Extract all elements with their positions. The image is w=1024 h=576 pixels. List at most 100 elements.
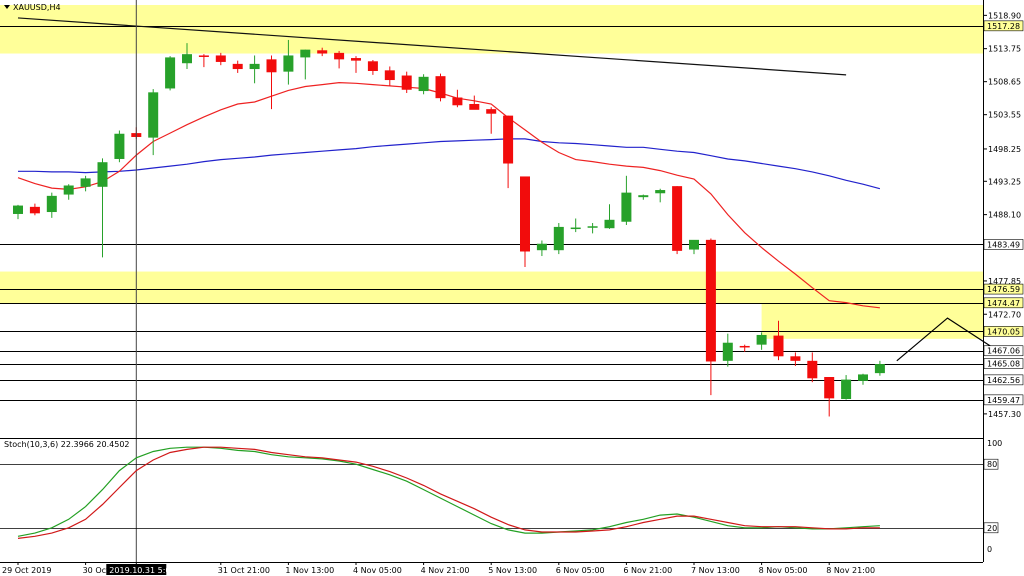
- candle-body: [520, 176, 530, 252]
- price-tick-label: 1493.25: [988, 177, 1021, 186]
- stoch-line-0: [17, 446, 880, 537]
- time-label-5: 4 Nov 05:00: [353, 566, 402, 575]
- candle-body: [739, 345, 750, 348]
- level-label-6: 1465.08: [987, 360, 1020, 369]
- time-label-4: 1 Nov 13:00: [285, 566, 334, 575]
- level-label-box-2: [983, 283, 1024, 295]
- candle-body: [283, 55, 294, 72]
- candle-48: [824, 377, 835, 417]
- candle-46: [790, 352, 801, 367]
- price-tick-label: 1477.85: [988, 277, 1021, 286]
- candle-body: [672, 186, 683, 251]
- candle-body: [13, 205, 23, 214]
- stoch-level-box: [983, 522, 999, 534]
- candle-15: [266, 55, 277, 110]
- candle-0: [13, 204, 23, 220]
- level-label-7: 1462.56: [987, 376, 1020, 385]
- candle-body: [604, 219, 615, 229]
- level-label-box-7: [983, 374, 1024, 386]
- time-label-3: 31 Oct 21:00: [218, 566, 270, 575]
- candle-body: [198, 55, 209, 57]
- price-tick-label: 1457.30: [988, 410, 1021, 419]
- candle-29: [503, 115, 514, 189]
- trend-line: [17, 17, 847, 76]
- candle-44: [756, 332, 767, 350]
- candle-body: [536, 243, 547, 251]
- candle-body: [182, 54, 192, 64]
- candle-18: [317, 47, 328, 57]
- candle-10: [182, 43, 192, 70]
- candle-42: [722, 333, 733, 367]
- stoch-tick-label: 0: [987, 545, 992, 554]
- candle-body: [621, 192, 632, 222]
- candlestick-series: [13, 39, 885, 417]
- candle-13: [232, 60, 243, 73]
- candle-body: [351, 58, 361, 61]
- candle-body: [773, 335, 784, 357]
- stochastic-label: Stoch(10,3,6) 22.3966 20.4502: [4, 440, 130, 449]
- candle-14: [249, 55, 260, 84]
- crosshair-time-label: 2019.10.31 5:00: [109, 566, 175, 575]
- candle-43: [739, 344, 750, 352]
- highlight-zones: [0, 5, 983, 339]
- price-axis: 1518.90 1513.75 1508.65 1503.55 1498.25 1493.…: [983, 0, 1024, 562]
- candle-51: [874, 360, 885, 376]
- time-label-8: 6 Nov 05:00: [556, 566, 605, 575]
- candle-11: [198, 54, 209, 68]
- candle-body: [689, 239, 699, 250]
- candle-8: [148, 89, 159, 156]
- candle-47: [807, 352, 818, 383]
- candle-2: [46, 192, 57, 218]
- stoch-tick-label: 80: [987, 460, 997, 469]
- level-label-4: 1470.05: [987, 327, 1020, 336]
- ma-blue-line: [18, 138, 881, 190]
- zone-0: [0, 5, 983, 54]
- candle-body: [249, 63, 260, 70]
- candle-body: [114, 133, 125, 159]
- candle-5: [97, 158, 108, 258]
- candle-body: [80, 178, 91, 187]
- candle-body: [705, 239, 716, 362]
- stoch-tick-label: 100: [987, 439, 1002, 448]
- candle-body: [418, 76, 429, 92]
- projection-path: [896, 317, 999, 362]
- candle-body: [874, 364, 885, 374]
- candle-40: [689, 239, 699, 255]
- level-label-box-3: [983, 297, 1024, 309]
- symbol-label: XAUUSD,H4: [13, 3, 61, 12]
- candle-23: [401, 71, 412, 93]
- candle-body: [367, 61, 378, 71]
- price-tick-label: 1488.10: [988, 211, 1021, 220]
- candle-body: [824, 377, 835, 399]
- candle-21: [367, 59, 378, 75]
- level-label-box-5: [983, 345, 1024, 357]
- symbol-header: XAUUSD,H4: [4, 3, 61, 12]
- candle-body: [587, 226, 598, 228]
- candle-49: [841, 375, 852, 400]
- candle-body: [334, 52, 345, 60]
- time-label-10: 7 Nov 13:00: [691, 566, 740, 575]
- candle-body: [756, 334, 767, 345]
- level-label-box-6: [983, 358, 1024, 369]
- level-label-5: 1467.06: [987, 347, 1020, 356]
- candle-37: [638, 194, 649, 200]
- candle-16: [283, 39, 294, 85]
- time-label-0: 29 Oct 2019: [2, 566, 51, 575]
- time-label-9: 6 Nov 21:00: [623, 566, 672, 575]
- candle-38: [655, 188, 666, 203]
- price-tick-label: 1513.75: [988, 45, 1021, 54]
- candle-22: [384, 66, 395, 86]
- dropdown-triangle-icon[interactable]: [4, 5, 10, 9]
- price-tick-label: 1508.65: [988, 78, 1021, 87]
- level-label-box-1: [983, 239, 1024, 250]
- candle-body: [266, 59, 277, 73]
- stoch-tick-label: 20: [987, 524, 997, 533]
- crosshair-time-box: [106, 564, 167, 575]
- candle-body: [317, 50, 328, 54]
- zone-1: [0, 271, 983, 304]
- candle-28: [486, 107, 497, 134]
- candle-body: [300, 49, 311, 58]
- price-tick-label: 1498.25: [988, 145, 1021, 154]
- time-label-11: 8 Nov 05:00: [759, 566, 808, 575]
